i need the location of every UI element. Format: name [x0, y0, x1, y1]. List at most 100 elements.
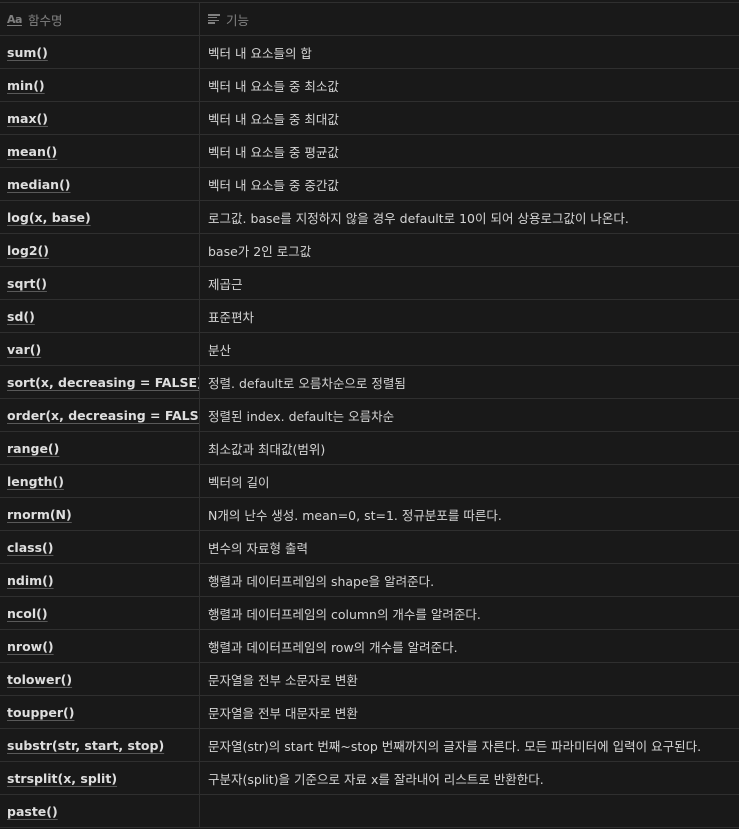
table-row[interactable]: range() 최소값과 최대값(범위)	[0, 432, 739, 465]
table-row[interactable]: nrow() 행렬과 데이터프레임의 row의 개수를 알려준다.	[0, 630, 739, 663]
function-name[interactable]: ncol()	[7, 605, 48, 621]
table-row[interactable]: var() 분산	[0, 333, 739, 366]
function-name-cell[interactable]: paste()	[0, 795, 200, 827]
function-name-cell[interactable]: sort(x, decreasing = FALSE)	[0, 366, 200, 398]
table-row[interactable]: tolower() 문자열을 전부 소문자로 변환	[0, 663, 739, 696]
function-name[interactable]: median()	[7, 176, 71, 192]
function-name[interactable]: substr(str, start, stop)	[7, 737, 165, 753]
table-row[interactable]: median() 벡터 내 요소들 중 중간값	[0, 168, 739, 201]
table-row[interactable]: log2() base가 2인 로그값	[0, 234, 739, 267]
function-name[interactable]: sd()	[7, 308, 35, 324]
function-description-cell[interactable]: 정렬된 index. default는 오름차순	[200, 399, 739, 431]
function-name[interactable]: rnorm(N)	[7, 506, 72, 522]
function-name-cell[interactable]: toupper()	[0, 696, 200, 728]
function-name-cell[interactable]: sqrt()	[0, 267, 200, 299]
function-description-cell[interactable]: 문자열을 전부 소문자로 변환	[200, 663, 739, 695]
function-name[interactable]: log(x, base)	[7, 209, 91, 225]
table-row[interactable]: sd() 표준편차	[0, 300, 739, 333]
function-name-cell[interactable]: substr(str, start, stop)	[0, 729, 200, 761]
function-description-cell[interactable]: 행렬과 데이터프레임의 column의 개수를 알려준다.	[200, 597, 739, 629]
function-name-cell[interactable]: strsplit(x, split)	[0, 762, 200, 794]
table-row[interactable]: ncol() 행렬과 데이터프레임의 column의 개수를 알려준다.	[0, 597, 739, 630]
function-name[interactable]: toupper()	[7, 704, 75, 720]
table-row[interactable]: class() 변수의 자료형 출력	[0, 531, 739, 564]
function-description-cell[interactable]: 행렬과 데이터프레임의 row의 개수를 알려준다.	[200, 630, 739, 662]
function-name-cell[interactable]: max()	[0, 102, 200, 134]
function-name[interactable]: min()	[7, 77, 45, 93]
function-name[interactable]: var()	[7, 341, 42, 357]
table-row[interactable]: sort(x, decreasing = FALSE) 정렬. default로 …	[0, 366, 739, 399]
table-row[interactable]: max() 벡터 내 요소들 중 최대값	[0, 102, 739, 135]
function-description-cell[interactable]: 로그값. base를 지정하지 않을 경우 default로 10이 되어 상용…	[200, 201, 739, 233]
table-row[interactable]: min() 벡터 내 요소들 중 최소값	[0, 69, 739, 102]
function-name-cell[interactable]: range()	[0, 432, 200, 464]
table-row[interactable]: rnorm(N) N개의 난수 생성. mean=0, st=1. 정규분포를 따…	[0, 498, 739, 531]
function-description-cell[interactable]	[200, 795, 739, 827]
function-name-cell[interactable]: tolower()	[0, 663, 200, 695]
function-description-cell[interactable]: 문자열을 전부 대문자로 변환	[200, 696, 739, 728]
function-name[interactable]: range()	[7, 440, 60, 456]
function-description-cell[interactable]: 구분자(split)을 기준으로 자료 x를 잘라내어 리스트로 반환한다.	[200, 762, 739, 794]
function-name[interactable]: paste()	[7, 803, 58, 819]
function-name-cell[interactable]: sum()	[0, 36, 200, 68]
table-row[interactable]: sum() 벡터 내 요소들의 합	[0, 36, 739, 69]
function-name-cell[interactable]: log(x, base)	[0, 201, 200, 233]
function-name-cell[interactable]: median()	[0, 168, 200, 200]
function-name-cell[interactable]: min()	[0, 69, 200, 101]
function-description-cell[interactable]: 표준편차	[200, 300, 739, 332]
function-description: 최소값과 최대값(범위)	[208, 441, 326, 457]
function-name[interactable]: nrow()	[7, 638, 54, 654]
table-row[interactable]: length() 벡터의 길이	[0, 465, 739, 498]
function-name[interactable]: sort(x, decreasing = FALSE)	[7, 374, 200, 390]
table-row[interactable]: paste()	[0, 795, 739, 828]
function-name-cell[interactable]: rnorm(N)	[0, 498, 200, 530]
function-name[interactable]: tolower()	[7, 671, 73, 687]
function-description-cell[interactable]: 벡터 내 요소들 중 최대값	[200, 102, 739, 134]
table-row[interactable]: mean() 벡터 내 요소들 중 평균값	[0, 135, 739, 168]
function-description-cell[interactable]: 벡터 내 요소들 중 최소값	[200, 69, 739, 101]
table-row[interactable]: log(x, base) 로그값. base를 지정하지 않을 경우 defaul…	[0, 201, 739, 234]
function-name[interactable]: mean()	[7, 143, 58, 159]
function-name-cell[interactable]: ndim()	[0, 564, 200, 596]
function-description-cell[interactable]: 벡터 내 요소들 중 중간값	[200, 168, 739, 200]
table-row[interactable]: ndim() 행렬과 데이터프레임의 shape을 알려준다.	[0, 564, 739, 597]
function-name[interactable]: strsplit(x, split)	[7, 770, 118, 786]
function-description-cell[interactable]: 문자열(str)의 start 번째~stop 번째까지의 글자를 자른다. 모…	[200, 729, 739, 761]
function-name-cell[interactable]: nrow()	[0, 630, 200, 662]
function-description-cell[interactable]: 분산	[200, 333, 739, 365]
function-description-cell[interactable]: 벡터 내 요소들의 합	[200, 36, 739, 68]
function-description-cell[interactable]: 변수의 자료형 출력	[200, 531, 739, 563]
function-description-cell[interactable]: 행렬과 데이터프레임의 shape을 알려준다.	[200, 564, 739, 596]
function-description-cell[interactable]: 벡터의 길이	[200, 465, 739, 497]
function-description-cell[interactable]: 최소값과 최대값(범위)	[200, 432, 739, 464]
function-name-cell[interactable]: mean()	[0, 135, 200, 167]
table-row[interactable]: sqrt() 제곱근	[0, 267, 739, 300]
function-name-cell[interactable]: var()	[0, 333, 200, 365]
function-description-cell[interactable]: base가 2인 로그값	[200, 234, 739, 266]
function-name[interactable]: sqrt()	[7, 275, 47, 291]
column-header-desc[interactable]: 기능	[200, 3, 739, 35]
function-description: 문자열을 전부 대문자로 변환	[208, 705, 358, 721]
function-name[interactable]: log2()	[7, 242, 49, 258]
function-description-cell[interactable]: 정렬. default로 오름차순으로 정렬됨	[200, 366, 739, 398]
function-name-cell[interactable]: length()	[0, 465, 200, 497]
table-row[interactable]: strsplit(x, split) 구분자(split)을 기준으로 자료 x를…	[0, 762, 739, 795]
table-row[interactable]: toupper() 문자열을 전부 대문자로 변환	[0, 696, 739, 729]
function-name[interactable]: max()	[7, 110, 48, 126]
function-name[interactable]: order(x, decreasing = FALSE)	[7, 407, 200, 423]
function-name[interactable]: length()	[7, 473, 64, 489]
table-row[interactable]: order(x, decreasing = FALSE) 정렬된 index. d…	[0, 399, 739, 432]
function-description-cell[interactable]: 제곱근	[200, 267, 739, 299]
function-name-cell[interactable]: order(x, decreasing = FALSE)	[0, 399, 200, 431]
function-name-cell[interactable]: sd()	[0, 300, 200, 332]
function-name-cell[interactable]: log2()	[0, 234, 200, 266]
function-name-cell[interactable]: ncol()	[0, 597, 200, 629]
function-description-cell[interactable]: N개의 난수 생성. mean=0, st=1. 정규분포를 따른다.	[200, 498, 739, 530]
function-name[interactable]: sum()	[7, 44, 48, 60]
column-header-name[interactable]: Aa 함수명	[0, 3, 200, 35]
function-name-cell[interactable]: class()	[0, 531, 200, 563]
function-name[interactable]: class()	[7, 539, 54, 555]
table-row[interactable]: substr(str, start, stop) 문자열(str)의 start …	[0, 729, 739, 762]
function-description-cell[interactable]: 벡터 내 요소들 중 평균값	[200, 135, 739, 167]
function-name[interactable]: ndim()	[7, 572, 54, 588]
